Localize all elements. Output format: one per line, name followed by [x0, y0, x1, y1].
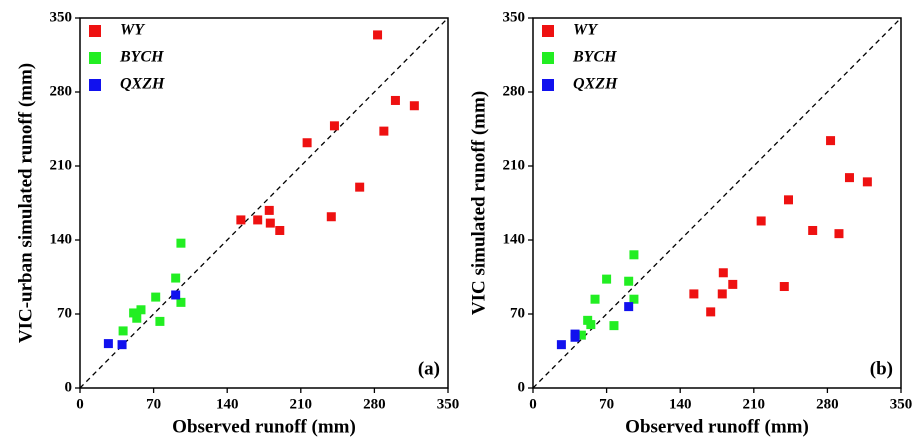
point — [155, 316, 165, 326]
y-tick-label: 350 — [503, 9, 526, 25]
y-tick-label: 280 — [503, 83, 526, 99]
x-tick-label: 0 — [76, 396, 84, 412]
y-axis-label: VIC simulated runoff (mm) — [468, 91, 489, 315]
point — [624, 302, 634, 312]
y-axis-label: VIC-urban simulated runoff (mm) — [15, 63, 36, 343]
legend-swatch — [89, 79, 101, 91]
point — [275, 225, 285, 235]
x-tick-label: 70 — [599, 396, 614, 412]
point — [302, 138, 312, 148]
axes-frame — [79, 17, 449, 389]
legend-label: BYCH — [572, 49, 617, 66]
point — [689, 289, 699, 299]
point — [103, 339, 113, 349]
point — [171, 273, 181, 283]
x-tick-label: 280 — [363, 396, 386, 412]
point — [756, 216, 766, 226]
panel-label: (a) — [418, 358, 440, 379]
legend-swatch — [542, 25, 554, 37]
point — [844, 173, 854, 183]
x-tick-label: 140 — [669, 396, 692, 412]
point — [171, 290, 181, 300]
point — [265, 218, 275, 228]
point — [586, 320, 596, 330]
x-tick-label: 350 — [890, 396, 913, 412]
y-tick-label: 210 — [503, 157, 526, 173]
panel-label: (b) — [870, 358, 893, 379]
x-tick-label: 0 — [529, 396, 537, 412]
y-tick-label: 350 — [50, 9, 73, 25]
point — [808, 225, 818, 235]
point — [264, 205, 274, 215]
point — [728, 279, 738, 289]
point — [136, 305, 146, 315]
x-tick-label: 140 — [216, 396, 239, 412]
legend-label: QXZH — [120, 76, 165, 93]
legend-swatch — [89, 52, 101, 64]
y-tick-label: 210 — [50, 157, 73, 173]
point — [326, 212, 336, 222]
point — [602, 274, 612, 284]
point — [176, 238, 186, 248]
point — [151, 292, 161, 302]
one-to-one-line — [532, 17, 902, 389]
point — [355, 182, 365, 192]
point — [862, 177, 872, 187]
point — [132, 313, 142, 323]
point — [409, 101, 419, 111]
one-to-one-line — [79, 17, 449, 389]
legend-label: BYCH — [119, 49, 164, 66]
x-axis-label: Observed runoff (mm) — [625, 416, 809, 437]
x-tick-label: 70 — [146, 396, 161, 412]
point — [118, 326, 128, 336]
x-tick-label: 210 — [290, 396, 313, 412]
point — [129, 308, 139, 318]
point — [329, 121, 339, 131]
legend-label: WY — [120, 22, 145, 39]
point — [253, 215, 263, 225]
y-tick-label: 0 — [518, 379, 526, 395]
x-axis-label: Observed runoff (mm) — [172, 416, 356, 437]
point — [706, 307, 716, 317]
legend-label: QXZH — [573, 76, 618, 93]
legend-swatch — [542, 79, 554, 91]
point — [783, 195, 793, 205]
x-tick-label: 210 — [743, 396, 766, 412]
legend-swatch — [542, 52, 554, 64]
y-tick-label: 0 — [65, 379, 73, 395]
point — [390, 95, 400, 105]
point — [779, 282, 789, 292]
point — [717, 289, 727, 299]
y-tick-label: 70 — [510, 305, 525, 321]
x-tick-label: 350 — [437, 396, 460, 412]
point — [556, 340, 566, 350]
point — [176, 297, 186, 307]
point — [834, 229, 844, 239]
y-tick-label: 280 — [50, 83, 73, 99]
axes-frame — [532, 17, 902, 389]
x-tick-label: 280 — [816, 396, 839, 412]
point — [379, 126, 389, 136]
point — [590, 294, 600, 304]
point — [236, 215, 246, 225]
y-tick-label: 140 — [50, 231, 73, 247]
legend-label: WY — [573, 22, 598, 39]
point — [609, 321, 619, 331]
y-tick-label: 140 — [503, 231, 526, 247]
legend-swatch — [89, 25, 101, 37]
point — [718, 268, 728, 278]
point — [629, 250, 639, 260]
point — [629, 294, 639, 304]
point — [576, 330, 586, 340]
point — [117, 340, 127, 350]
y-tick-label: 70 — [57, 305, 72, 321]
point — [826, 136, 836, 146]
point — [624, 276, 634, 286]
point — [373, 30, 383, 40]
point — [570, 332, 580, 342]
